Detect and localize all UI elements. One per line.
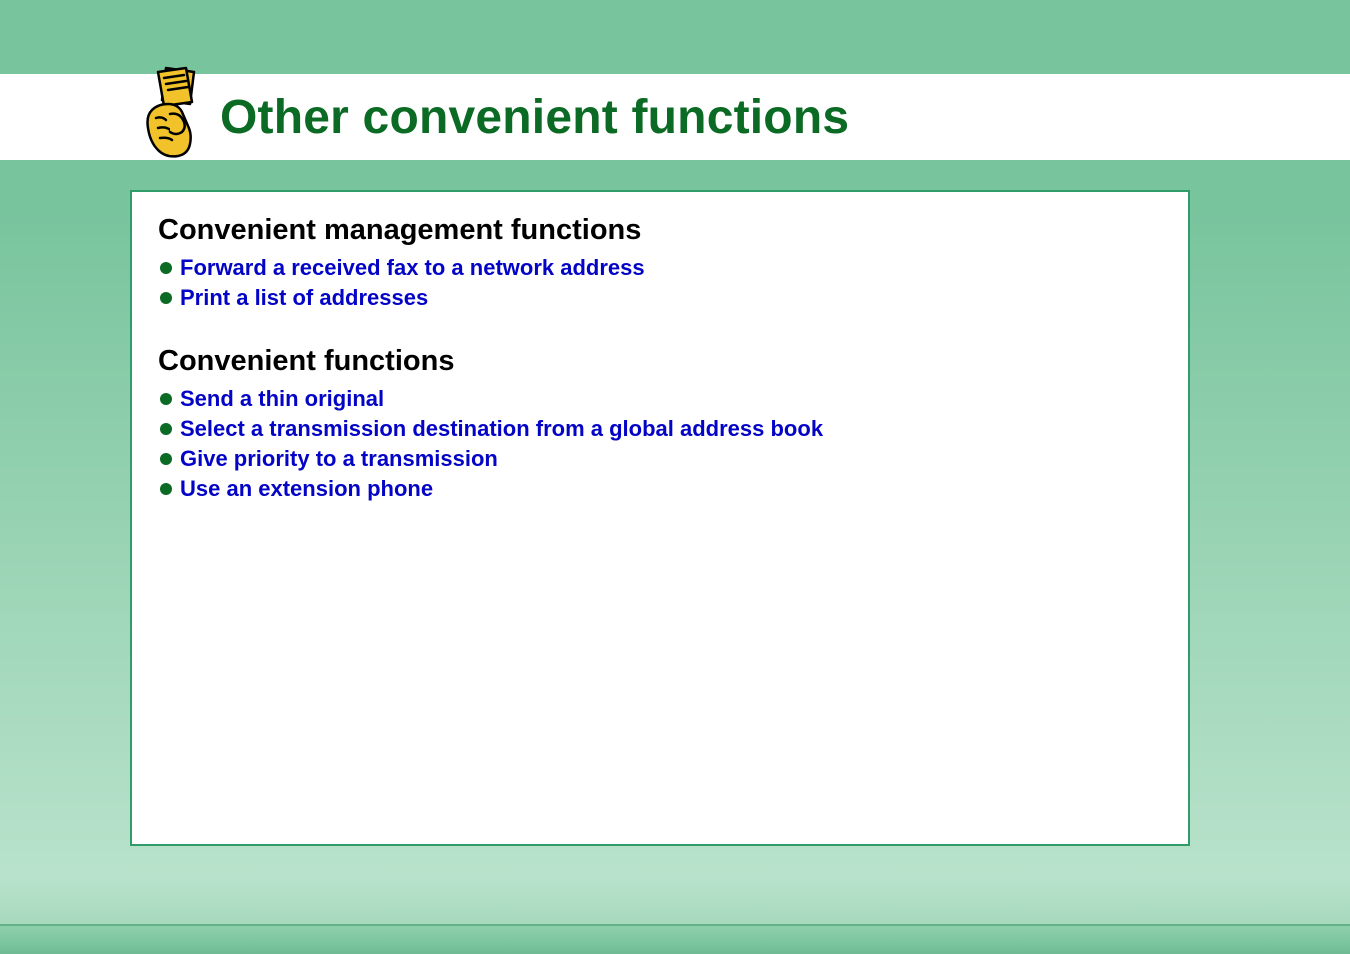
- link-print-addresses[interactable]: Print a list of addresses: [180, 285, 428, 311]
- list-item: Send a thin original: [160, 386, 1162, 412]
- bullet-icon: [160, 292, 172, 304]
- bullet-icon: [160, 262, 172, 274]
- bullet-icon: [160, 393, 172, 405]
- page-title: Other convenient functions: [220, 90, 849, 145]
- section-heading-management: Convenient management functions: [158, 214, 1162, 247]
- list-item: Use an extension phone: [160, 476, 1162, 502]
- link-list-management: Forward a received fax to a network addr…: [160, 255, 1162, 311]
- hand-peace-icon: [136, 66, 208, 158]
- bullet-icon: [160, 483, 172, 495]
- list-item: Select a transmission destination from a…: [160, 416, 1162, 442]
- link-forward-fax[interactable]: Forward a received fax to a network addr…: [180, 255, 645, 281]
- bullet-icon: [160, 423, 172, 435]
- content-panel: Convenient management functions Forward …: [130, 190, 1190, 846]
- link-priority-transmission[interactable]: Give priority to a transmission: [180, 446, 498, 472]
- list-item: Give priority to a transmission: [160, 446, 1162, 472]
- link-global-address-book[interactable]: Select a transmission destination from a…: [180, 416, 823, 442]
- section-heading-convenient: Convenient functions: [158, 345, 1162, 378]
- list-item: Forward a received fax to a network addr…: [160, 255, 1162, 281]
- link-thin-original[interactable]: Send a thin original: [180, 386, 384, 412]
- link-extension-phone[interactable]: Use an extension phone: [180, 476, 433, 502]
- list-item: Print a list of addresses: [160, 285, 1162, 311]
- link-list-convenient: Send a thin original Select a transmissi…: [160, 386, 1162, 502]
- footer-strip: [0, 924, 1350, 954]
- bullet-icon: [160, 453, 172, 465]
- title-bar: Other convenient functions: [0, 74, 1350, 160]
